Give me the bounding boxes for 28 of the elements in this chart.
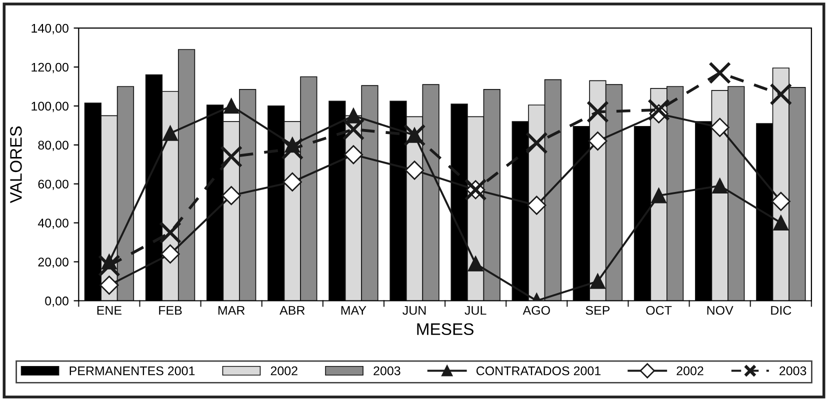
legend-label: PERMANENTES 2001 xyxy=(70,366,195,376)
legend-label: CONTRATADOS 2001 xyxy=(476,366,600,376)
x-axis-title: MESES xyxy=(417,323,474,336)
y-tick-label: 40,00 xyxy=(38,218,68,229)
x-tick-label: JUN xyxy=(402,306,426,315)
legend-label: 2003 xyxy=(780,366,806,376)
y-tick-label: 0,00 xyxy=(45,296,68,307)
y-tick-label: 120,00 xyxy=(32,62,68,74)
x-tick-label: NOV xyxy=(707,306,734,315)
legend-label: 2002 xyxy=(676,366,704,376)
x-tick-label: MAY xyxy=(341,306,366,315)
x-tick-label: ABR xyxy=(280,306,305,315)
y-tick-label: 80,00 xyxy=(38,140,68,152)
y-tick-label: 100,00 xyxy=(32,102,68,112)
x-tick-label: MAR xyxy=(218,306,245,315)
y-tick-label: 20,00 xyxy=(38,258,68,268)
x-tick-label: ENE xyxy=(97,306,122,315)
legend-label: 2002 xyxy=(270,366,298,376)
x-tick-label: SEP xyxy=(586,306,610,315)
legend-label: 2003 xyxy=(374,366,400,376)
y-axis-title: VALORES xyxy=(10,126,22,204)
x-tick-label: OCT xyxy=(646,306,672,315)
x-tick-label: AGO xyxy=(522,306,550,315)
x-tick-label: JUL xyxy=(464,306,486,315)
y-tick-label: 60,00 xyxy=(38,180,68,190)
y-tick-label: 140,00 xyxy=(32,24,68,34)
x-tick-label: DIC xyxy=(771,306,792,315)
x-tick-label: FEB xyxy=(159,306,182,315)
